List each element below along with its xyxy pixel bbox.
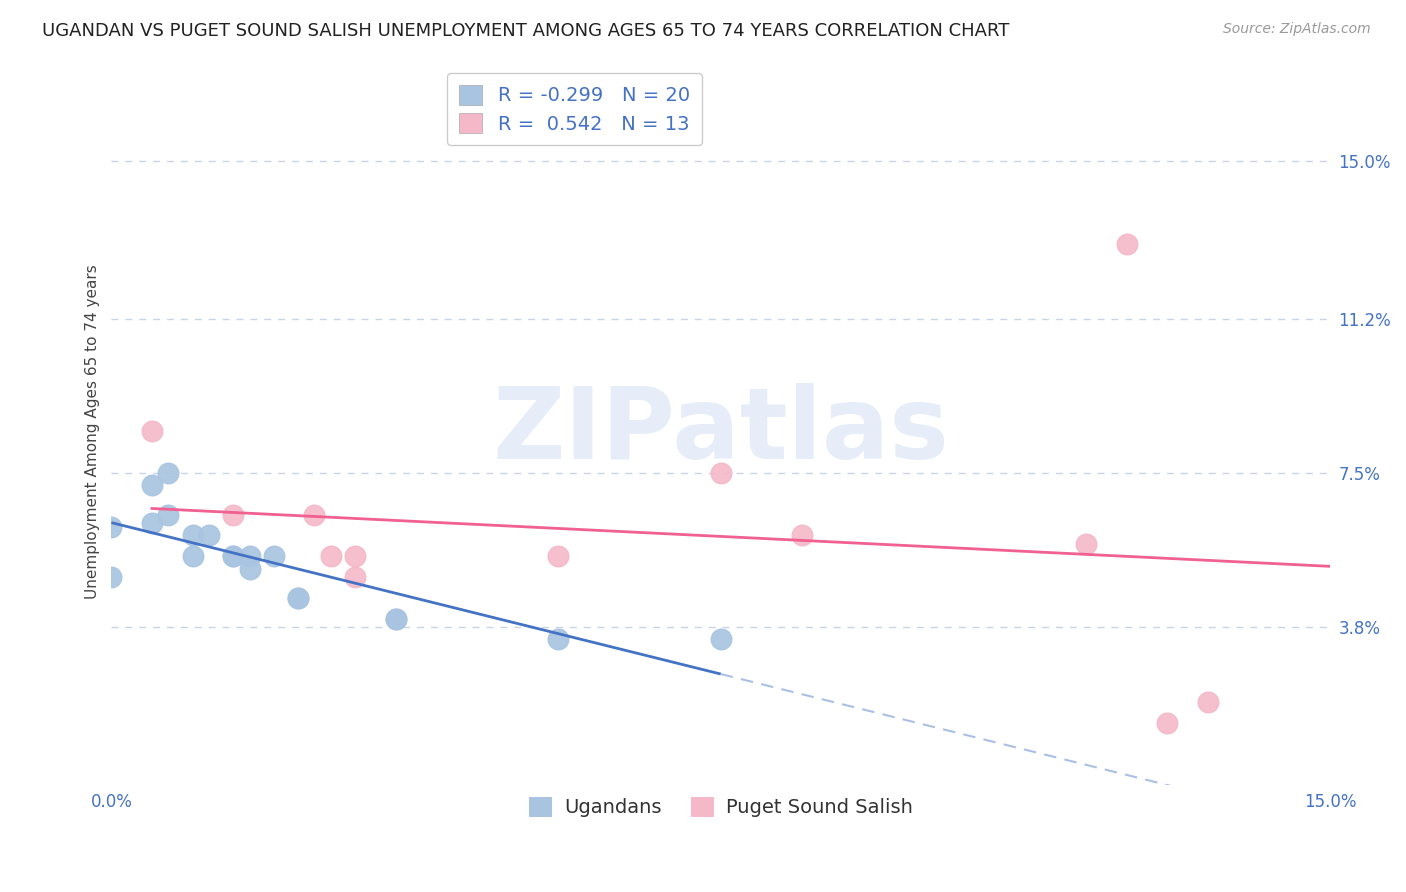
Text: UGANDAN VS PUGET SOUND SALISH UNEMPLOYMENT AMONG AGES 65 TO 74 YEARS CORRELATION: UGANDAN VS PUGET SOUND SALISH UNEMPLOYME… [42,22,1010,40]
Point [344,570,367,584]
Point [141,478,163,492]
Text: ZIPatlas: ZIPatlas [492,383,949,480]
Point [287,591,309,605]
Point [547,549,569,564]
Point [1115,236,1137,251]
Point [100,520,122,534]
Y-axis label: Unemployment Among Ages 65 to 74 years: Unemployment Among Ages 65 to 74 years [86,264,100,599]
Point [547,632,569,647]
Point [181,528,204,542]
Point [222,549,245,564]
Point [710,632,733,647]
Point [384,612,406,626]
Point [157,508,180,522]
Point [198,528,221,542]
Text: Source: ZipAtlas.com: Source: ZipAtlas.com [1223,22,1371,37]
Legend: Ugandans, Puget Sound Salish: Ugandans, Puget Sound Salish [522,789,920,825]
Point [384,612,406,626]
Point [238,549,260,564]
Point [222,549,245,564]
Point [1197,695,1219,709]
Point [1156,715,1178,730]
Point [222,508,245,522]
Point [263,549,285,564]
Point [141,516,163,530]
Point [344,549,367,564]
Point [100,570,122,584]
Point [141,424,163,438]
Point [157,466,180,480]
Point [319,549,342,564]
Point [287,591,309,605]
Point [790,528,813,542]
Point [181,549,204,564]
Point [710,466,733,480]
Point [238,562,260,576]
Point [304,508,326,522]
Point [1076,537,1098,551]
